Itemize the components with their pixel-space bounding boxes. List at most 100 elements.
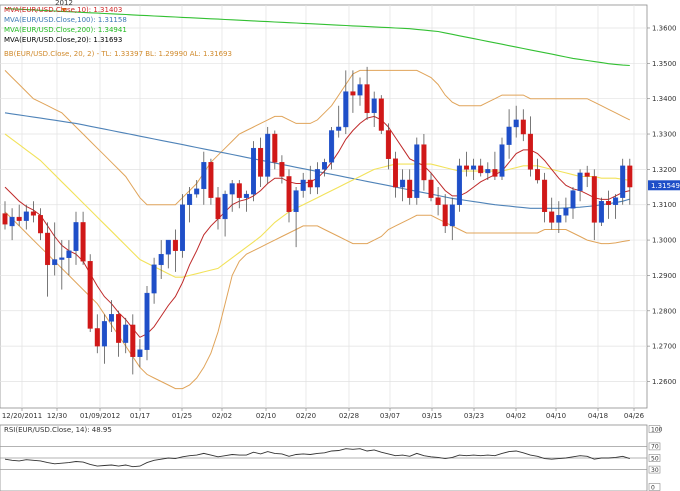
candle-body (456, 165, 462, 205)
candle (59, 240, 65, 290)
year-marker: 2012 (55, 0, 73, 12)
candle-body (151, 264, 157, 294)
candle (400, 169, 406, 202)
candle-body (606, 200, 612, 205)
candle-body (38, 215, 44, 234)
candle (577, 169, 583, 202)
candle-body (9, 216, 15, 227)
price-axis: 1.2600 1.2700 1.2800 1.2900 1.3000 1.3100 1.32… (647, 24, 677, 386)
candle (598, 197, 604, 226)
time-tick-label: 03/07 (380, 412, 400, 420)
candle (187, 187, 193, 223)
price-panel (0, 4, 648, 409)
candle-body (108, 314, 114, 322)
candle-body (435, 197, 441, 205)
candle-body (30, 211, 36, 216)
price-tick-label: 1.3000 (652, 237, 677, 245)
ma200-line (4, 7, 630, 67)
time-tick-label: 01/09/2012 (80, 412, 120, 420)
candle (293, 187, 299, 248)
candle (229, 179, 235, 212)
legend: MVA(EUR/USD.Close,10): 1.31403 MVA(EUR/US… (4, 6, 232, 58)
legend-entry: MVA(EUR/USD.Close,10): 1.31403 (4, 6, 122, 14)
candle (407, 169, 413, 205)
candle-body (506, 126, 512, 145)
candle (179, 194, 185, 258)
candle (591, 169, 597, 241)
candle (116, 310, 122, 357)
rsi-tick-box (648, 454, 661, 462)
candle (201, 151, 207, 205)
time-tick-label: 12/20/2011 (2, 412, 42, 420)
candle (243, 190, 249, 212)
candle (80, 211, 86, 265)
candle-body (286, 176, 292, 213)
candle (250, 141, 256, 202)
candle-body (513, 119, 519, 128)
candles (2, 66, 633, 375)
candle (236, 179, 242, 209)
rsi-tick-label: 0 (651, 484, 655, 491)
price-tick-label: 1.3100 (652, 201, 677, 209)
candle (378, 95, 384, 135)
time-tick-label: 04/18 (588, 412, 608, 420)
candle (137, 339, 143, 368)
year-marker-label: 2012 (55, 0, 73, 7)
candle (492, 151, 498, 180)
candle-body (215, 197, 221, 220)
candle-body (520, 119, 526, 135)
candle (613, 194, 619, 219)
candle (272, 130, 278, 170)
candle (471, 158, 477, 180)
candle-body (179, 204, 185, 251)
ma20-line (4, 133, 630, 278)
price-tick-label: 1.3500 (652, 60, 677, 68)
candle (16, 204, 22, 226)
candle (542, 172, 548, 223)
candle (258, 137, 264, 188)
candle (307, 165, 313, 195)
candle-body (542, 179, 548, 213)
candle-body (428, 179, 434, 198)
rsi-polyline (4, 448, 630, 468)
candle-body (357, 84, 363, 96)
candle-body (527, 133, 533, 170)
legend-entry: MVA(EUR/USD.Close,200): 1.34941 (4, 26, 127, 34)
candle (549, 197, 555, 230)
time-tick-label: 03/23 (464, 412, 484, 420)
candle-body (322, 162, 328, 170)
year-marker-arrow (61, 8, 67, 12)
candle (322, 158, 328, 177)
candle-body (421, 144, 427, 181)
candle (485, 162, 491, 180)
candle (265, 126, 271, 184)
candle (108, 300, 114, 332)
candle-body (172, 239, 178, 251)
candle (421, 134, 427, 191)
rsi-grid (0, 446, 647, 470)
candle (442, 194, 448, 234)
candle-body (59, 257, 65, 260)
candle-body (23, 211, 29, 221)
candle (627, 158, 633, 205)
candle (286, 169, 292, 223)
candle (357, 77, 363, 106)
candle (123, 317, 129, 354)
rsi-tick-box (648, 442, 661, 451)
time-tick-label: 02/20 (296, 412, 316, 420)
candle-body (364, 84, 370, 114)
candle-body (535, 169, 541, 181)
price-tick-label: 1.2900 (652, 272, 677, 280)
candle-body (279, 162, 285, 177)
rsi-tick-box (648, 465, 661, 474)
candle (620, 158, 626, 205)
candle (414, 137, 420, 205)
bb-upper-line (4, 69, 631, 206)
candle (300, 172, 306, 198)
candle (385, 123, 391, 170)
candle (435, 187, 441, 216)
candle-body (73, 222, 79, 251)
rsi-tick-label: 70 (651, 444, 659, 451)
candle-body (549, 211, 555, 223)
candle-body (101, 321, 107, 347)
